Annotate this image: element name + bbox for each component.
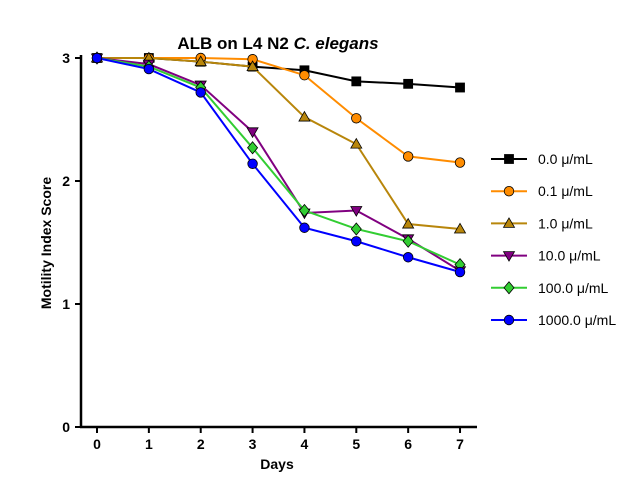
axes [79,55,477,429]
data-point [194,55,207,67]
legend-item: 100.0 μ/mL [491,280,609,296]
data-point [299,70,310,81]
y-axis-label: Motility Index Score [38,177,54,309]
data-point [351,113,362,124]
data-point [350,137,363,149]
x-tick-label: 1 [145,436,153,452]
data-point [401,217,415,229]
legend-marker [503,185,515,197]
legend-label: 0.0 μ/mL [538,151,593,167]
data-point [351,236,362,247]
legend-marker [503,281,515,295]
y-tick-label: 1 [62,296,70,312]
series-5 [91,52,466,278]
y-tick-label: 2 [62,173,70,189]
data-point [298,110,311,122]
data-point [455,82,465,93]
series-line [96,57,461,266]
data-point [403,78,414,89]
x-axis-label: Days [260,456,294,472]
data-point [299,222,310,233]
x-tick-label: 7 [456,436,464,452]
series-line [96,57,461,273]
legend-label: 10.0 μ/mL [538,248,601,264]
legend-item: 1000.0 μ/mL [491,312,616,328]
x-tick-label: 6 [404,436,412,452]
data-point [402,252,414,263]
legend-label: 1000.0 μ/mL [538,312,616,328]
series-line [96,57,461,272]
series-line [97,57,461,230]
data-point [298,203,310,218]
x-tick-label: 5 [352,436,360,452]
x-tick-label: 0 [93,436,101,452]
data-point [454,157,466,168]
y-tick-label: 0 [62,419,70,435]
legend-label: 1.0 μ/mL [538,215,593,231]
ticks: 0 1 2 3 4 5 6 7 0 1 2 3 [62,50,464,452]
series-layer [90,51,467,278]
x-tick-label: 4 [301,436,309,452]
x-tick-label: 3 [249,436,257,452]
legend-marker [502,251,516,262]
legend-item: 10.0 μ/mL [491,248,601,264]
data-point [247,141,259,155]
legend-marker [502,217,516,228]
legend-item: 1.0 μ/mL [491,215,593,231]
data-point [246,60,259,72]
x-tick-label: 2 [197,436,205,452]
data-point [247,158,258,169]
series-line [97,57,461,164]
series-2 [90,51,467,234]
data-point [402,151,414,162]
data-point [350,222,362,236]
legend-marker [504,154,514,164]
data-point [246,127,259,139]
data-point [351,76,362,87]
legend-item: 0.1 μ/mL [491,183,593,199]
data-point [453,222,467,234]
chart-title: ALB on L4 N2 C. elegans [177,34,378,53]
legend-label: 100.0 μ/mL [538,280,609,296]
data-point [91,52,103,64]
legend: 0.0 μ/mL 0.1 μ/mL 1.0 μ/mL 10.0 μ/mL 100.0 μ… [491,151,616,328]
data-point [350,206,363,217]
legend-label: 0.1 μ/mL [538,183,593,199]
data-point [402,234,414,248]
y-tick-label: 3 [62,50,70,66]
legend-marker [503,314,515,326]
data-point [195,87,206,98]
data-point [454,266,466,278]
data-point [143,63,155,75]
legend-item: 0.0 μ/mL [491,151,593,167]
